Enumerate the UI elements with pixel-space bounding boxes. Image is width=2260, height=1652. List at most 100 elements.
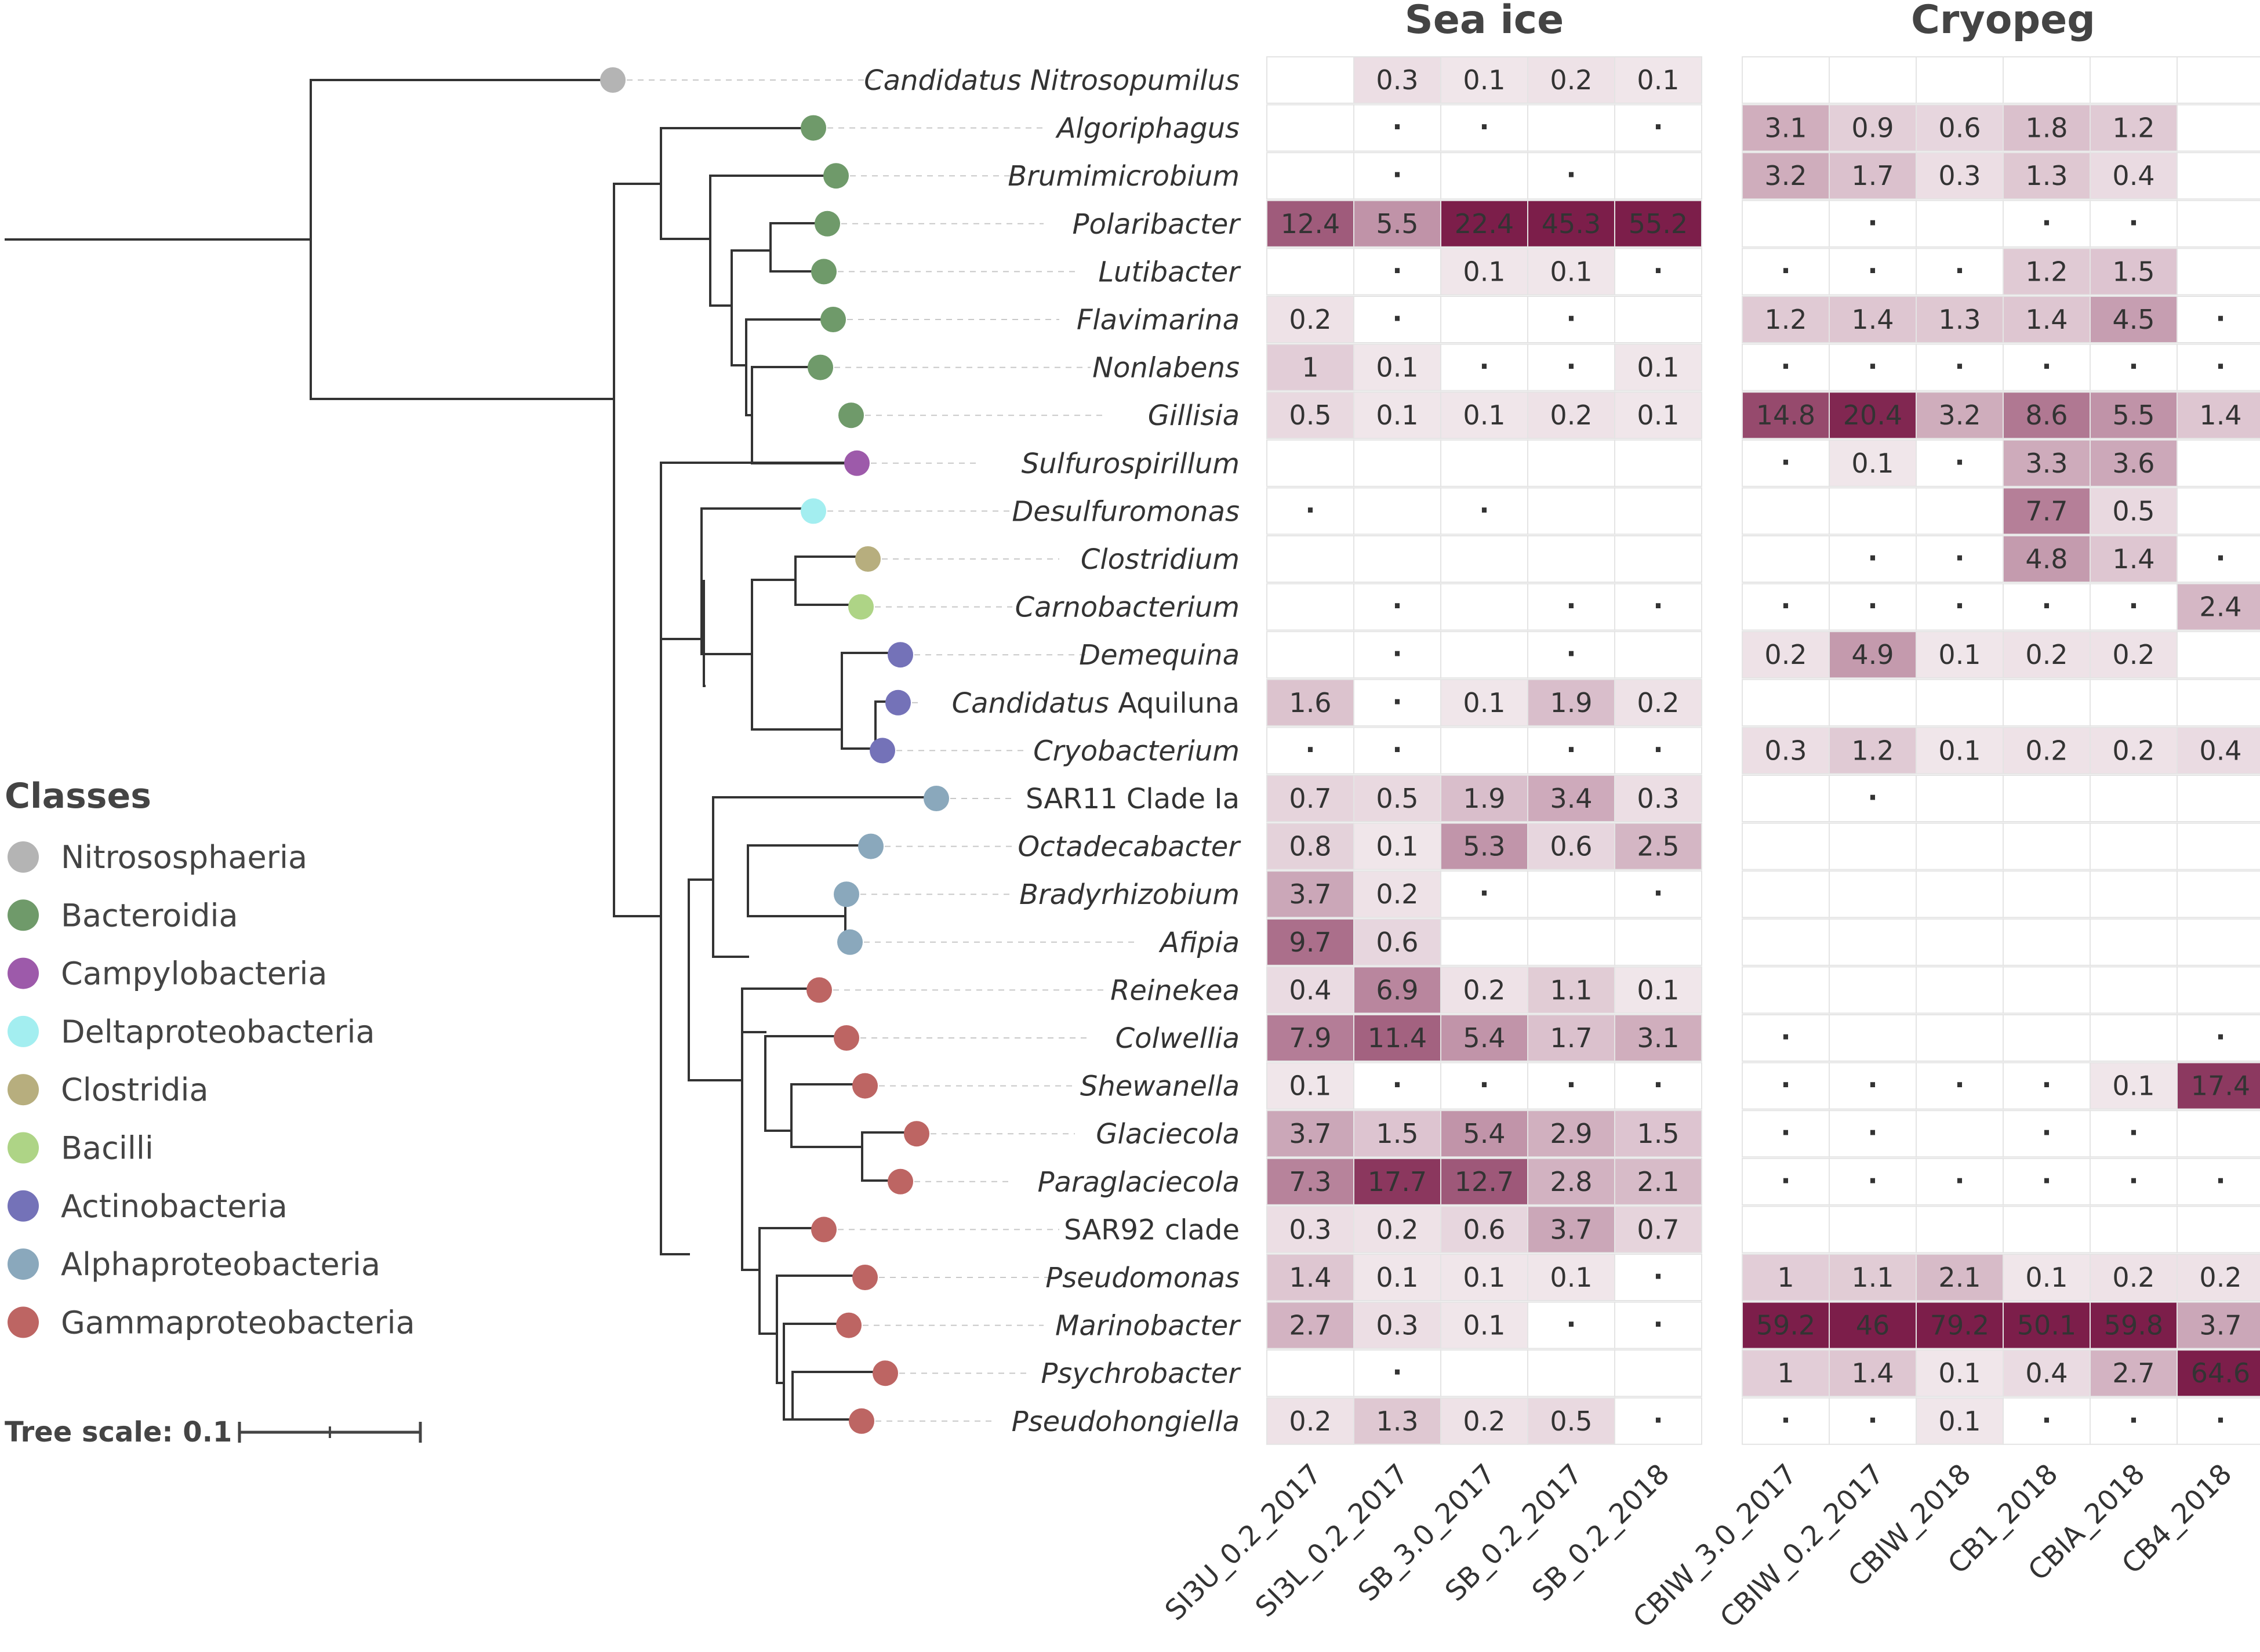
cell-value: 0.2 xyxy=(1463,1406,1505,1437)
cell-value: 79.2 xyxy=(1930,1310,1989,1341)
cell-value: 1.1 xyxy=(1851,1262,1894,1293)
panel-titles: Sea ice Cryopeg xyxy=(1405,0,2095,43)
cell-value: 59.2 xyxy=(1756,1310,1815,1341)
heatmap: 0.3 0.1 0.2 0.1· · ·· ·12.4 5.5 22.4 45.3 55.2· 0.1… xyxy=(1266,56,2260,1445)
heatmap-cell xyxy=(2003,535,2091,583)
cell-value: 2.9 xyxy=(1550,1118,1592,1149)
heatmap-cell xyxy=(1440,1157,1528,1206)
trace-dot: · xyxy=(1653,1069,1663,1101)
legend-label: Alphaproteobacteria xyxy=(61,1246,380,1283)
heatmap-cell xyxy=(1614,296,1702,343)
taxon-name: Cryobacterium xyxy=(1033,735,1240,767)
heatmap-cell xyxy=(1440,631,1528,679)
cell-value: 1 xyxy=(1302,352,1318,383)
taxon-label: Colwellia xyxy=(1116,1022,1240,1055)
trace-dot: · xyxy=(1867,207,1877,238)
taxon-label: Polaribacter xyxy=(1073,208,1242,241)
cell-value: 0.9 xyxy=(1851,112,1894,144)
sample-labels: SI3U_0.2_2017SI3L_0.2_2017SB_3.0_2017SB_… xyxy=(1159,1458,2239,1634)
taxon-name: Glaciecola xyxy=(1096,1118,1240,1150)
heatmap-cell xyxy=(1614,487,1702,535)
heatmap-cell xyxy=(1614,56,1702,104)
heatmap-cell xyxy=(1614,1110,1702,1158)
heatmap-cell xyxy=(2003,1157,2091,1206)
cell-value: 1 xyxy=(1777,1357,1794,1389)
heatmap-cell xyxy=(2177,439,2260,487)
heatmap-cell xyxy=(2177,56,2260,104)
heatmap-cell xyxy=(1353,1062,1441,1110)
heatmap-cell xyxy=(1266,535,1354,583)
heatmap-cell xyxy=(1353,535,1441,583)
taxon-name: SAR11 Clade Ia xyxy=(1026,783,1240,815)
heatmap-cell xyxy=(1353,918,1441,966)
cell-value: 5.4 xyxy=(1463,1118,1505,1149)
trace-dot: · xyxy=(1781,1165,1790,1196)
heatmap-cell xyxy=(2177,199,2260,248)
trace-dot: · xyxy=(1781,351,1790,382)
heatmap-cell xyxy=(1353,104,1441,152)
cell-value: 55.2 xyxy=(1629,208,1688,239)
tip-actinobacteria xyxy=(870,738,895,764)
cell-value: 3.3 xyxy=(2025,448,2068,479)
trace-dot: · xyxy=(1781,590,1790,622)
taxon-name: Bradyrhizobium xyxy=(1019,878,1240,911)
cell-value: 0.2 xyxy=(2025,735,2068,766)
heatmap-cell xyxy=(1266,870,1354,918)
heatmap-cell xyxy=(1266,678,1354,727)
heatmap-cell xyxy=(1829,1157,1917,1206)
cell-value: 0.1 xyxy=(1376,1262,1418,1293)
heatmap-cell xyxy=(2003,1014,2091,1062)
cell-value: 0.2 xyxy=(1550,64,1592,96)
heatmap-cell xyxy=(1742,822,1830,870)
heatmap-cell xyxy=(2177,822,2260,870)
taxon-name: Clostridium xyxy=(1081,543,1240,576)
trace-dot: · xyxy=(2041,351,2051,382)
heatmap-cell xyxy=(1742,583,1830,631)
heatmap-cell xyxy=(1353,1397,1441,1445)
heatmap-cell xyxy=(1742,1014,1830,1062)
heatmap-cell xyxy=(1440,535,1528,583)
heatmap-cell xyxy=(1916,56,2004,104)
cell-value: 0.5 xyxy=(1289,400,1331,431)
cell-value: 0.1 xyxy=(1938,735,1981,766)
cell-value: 12.4 xyxy=(1281,208,1340,239)
heatmap-cell xyxy=(2090,1062,2178,1110)
cell-value: 4.5 xyxy=(2112,304,2154,335)
legend-swatch xyxy=(8,1074,39,1106)
sample-label: SI3L_0.2_2017 xyxy=(1249,1458,1415,1624)
heatmap-cell xyxy=(2090,439,2178,487)
trace-dot: · xyxy=(1954,1165,1964,1196)
trace-dot: · xyxy=(1392,303,1402,334)
heatmap-cell xyxy=(1742,248,1830,296)
heatmap-cell xyxy=(1916,343,2004,391)
heatmap-cell xyxy=(1916,1254,2004,1301)
trace-dot: · xyxy=(1867,351,1877,382)
heatmap-cell xyxy=(2003,1349,2091,1397)
heatmap-cell xyxy=(2003,1254,2091,1301)
taxon-name: Gillisia xyxy=(1148,400,1240,432)
trace-dot: · xyxy=(1566,351,1576,382)
heatmap-cell xyxy=(1614,1397,1702,1445)
heatmap-cell xyxy=(1742,487,1830,535)
heatmap-cell xyxy=(1527,1254,1615,1301)
tip-bacteroidia xyxy=(815,210,840,237)
heatmap-cell xyxy=(1829,583,1917,631)
heatmap-cell xyxy=(1527,439,1615,487)
heatmap-cell xyxy=(1614,152,1702,200)
trace-dot: · xyxy=(2128,351,2138,382)
heatmap-cell xyxy=(1353,727,1441,775)
cell-value: 0.1 xyxy=(1463,400,1505,431)
heatmap-cell xyxy=(1614,248,1702,296)
heatmap-cell xyxy=(1266,248,1354,296)
heatmap-cell xyxy=(1266,487,1354,535)
cell-value: 4.9 xyxy=(1851,639,1894,670)
heatmap-cell xyxy=(1527,104,1615,152)
cell-value: 1.4 xyxy=(1289,1262,1331,1293)
heatmap-cell xyxy=(1353,966,1441,1014)
heatmap-cell xyxy=(1266,1062,1354,1110)
taxon-label: Algoriphagus xyxy=(1055,112,1240,145)
taxon-label: Paraglaciecola xyxy=(1038,1166,1240,1199)
heatmap-cell xyxy=(1829,1349,1917,1397)
heatmap-cell xyxy=(1353,678,1441,727)
heatmap-cell xyxy=(1829,1301,1917,1349)
